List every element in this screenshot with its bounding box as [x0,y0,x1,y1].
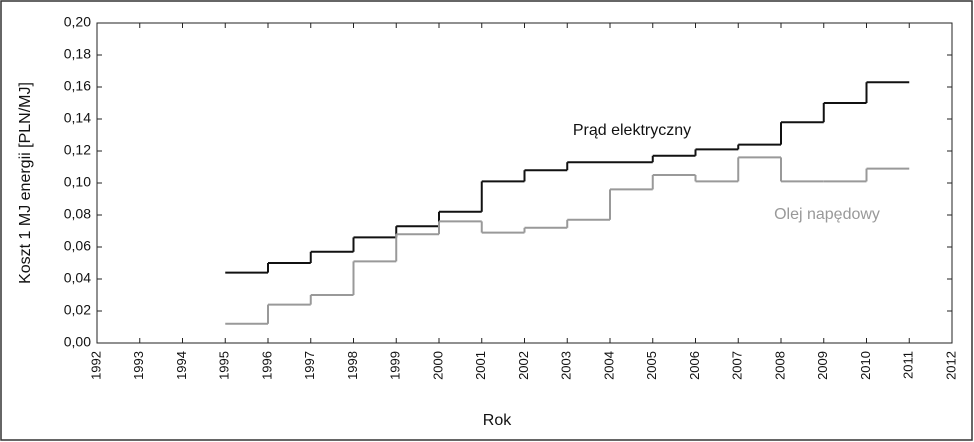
x-tick-label: 2007 [730,351,745,380]
y-tick-label: 0,14 [64,110,91,126]
x-tick-label: 2010 [858,351,873,380]
x-tick-label: 2012 [943,351,958,380]
x-tick-label: 1995 [217,351,232,380]
x-tick-label: 1999 [388,351,403,380]
y-tick-label: 0,12 [64,142,91,158]
y-tick-label: 0,06 [64,238,91,254]
x-tick-label: 2009 [815,351,830,380]
x-tick-label: 1993 [131,351,146,380]
x-tick-label: 2011 [901,351,916,379]
y-axis-title: Koszt 1 MJ energii [PLN/MJ] [17,82,34,284]
x-tick-label: 1996 [259,351,274,380]
x-tick-label: 1998 [345,351,360,380]
x-tick-label: 2003 [559,351,574,380]
y-tick-label: 0,04 [64,270,91,286]
x-tick-label: 1992 [88,351,103,380]
y-tick-label: 0,02 [64,302,91,318]
x-tick-label: 2008 [772,351,787,380]
y-tick-label: 0,10 [64,174,91,190]
x-tick-label: 2001 [473,351,488,380]
series-label: Olej napędowy [774,206,880,223]
x-tick-label: 2005 [644,351,659,380]
x-tick-label: 1997 [302,351,317,380]
x-axis-title: Rok [483,412,512,429]
x-tick-label: 2002 [516,351,531,380]
y-tick-label: 0,00 [64,334,91,350]
y-tick-label: 0,16 [64,78,91,94]
x-tick-label: 2004 [601,351,616,380]
x-tick-label: 1994 [174,351,189,380]
series-label: Prąd elektryczny [573,122,691,139]
y-tick-label: 0,18 [64,46,91,62]
x-tick-label: 2000 [430,351,445,380]
y-tick-label: 0,08 [64,206,91,222]
y-tick-label: 0,20 [64,14,91,30]
x-tick-label: 2006 [687,351,702,380]
